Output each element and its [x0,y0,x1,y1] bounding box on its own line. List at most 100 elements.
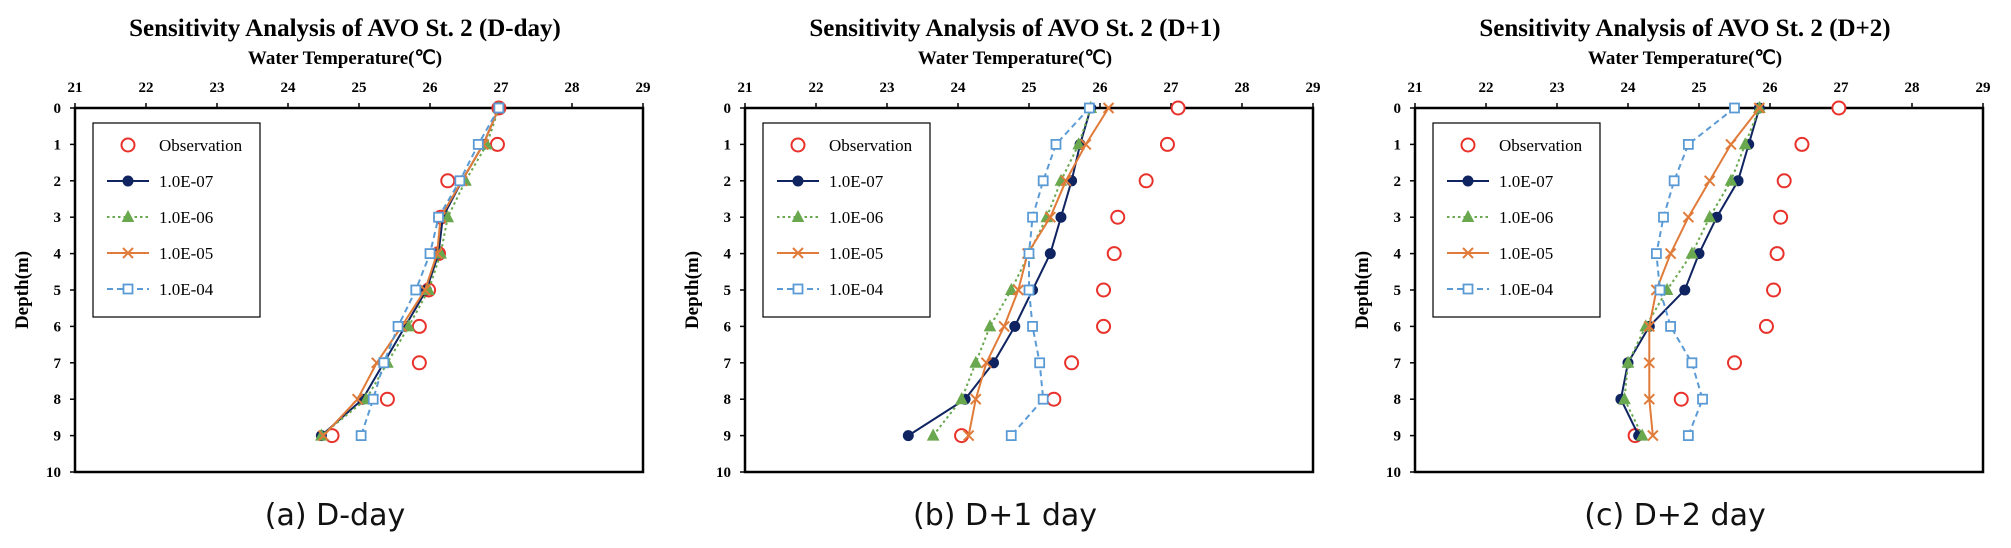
panel-caption: (c) D+2 day [1584,498,1766,533]
chart-title: Sensitivity Analysis of AVO St. 2 (D+1) [809,15,1220,42]
legend-label: 1.0E-05 [829,244,883,263]
data-point [1044,211,1057,223]
x-tick-label: 22 [809,80,824,96]
x-axis-label: Water Temperature(℃) [248,48,442,69]
series-line [967,107,1110,436]
series-line [1619,107,1761,437]
data-point [1064,355,1080,371]
legend-marker [122,175,134,187]
x-tick-label: 26 [1093,80,1109,96]
series-line [1655,107,1736,436]
chart-title: Sensitivity Analysis of AVO St. 2 (D-day… [129,15,561,42]
y-axis-label: Depth(m) [1352,251,1373,329]
data-point [1643,357,1656,369]
x-tick-label: 21 [738,80,753,96]
x-tick-label: 27 [1164,80,1180,96]
legend-marker [121,209,135,222]
legend-label: 1.0E-05 [1499,244,1553,263]
x-tick-label: 28 [565,80,580,96]
data-point [378,357,390,369]
x-tick-label: 21 [68,80,83,96]
legend-item: Observation [1460,136,1583,155]
data-point [926,428,940,441]
y-tick-label: 4 [724,247,732,263]
legend-item: Observation [790,136,913,155]
data-point [424,248,436,260]
x-tick-label: 24 [281,80,297,96]
series-Observation [954,100,1186,444]
legend-item: 1.0E-06 [1447,208,1553,227]
y-tick-label: 0 [1394,101,1402,117]
data-point [493,102,505,114]
x-tick-label: 25 [1692,80,1707,96]
y-tick-label: 7 [1394,356,1402,372]
data-point [1037,393,1049,405]
x-tick-label: 27 [494,80,510,96]
data-point [351,393,364,405]
x-tick-label: 27 [1834,80,1850,96]
data-point [1106,246,1122,262]
x-tick-label: 25 [1022,80,1037,96]
data-point [1110,209,1126,225]
x-tick-label: 29 [636,80,651,96]
data-point [970,393,982,405]
legend-marker [792,283,804,295]
data-point [1096,318,1112,334]
y-tick-label: 6 [724,319,732,335]
y-tick-label: 1 [724,137,732,153]
data-point [1044,248,1056,260]
y-tick-label: 3 [724,210,732,226]
data-point [1682,138,1694,150]
data-point [1102,102,1115,114]
data-point [1046,391,1062,407]
legend-item: Observation [120,136,243,155]
legend-item: 1.0E-07 [1447,172,1554,191]
y-tick-label: 4 [1394,247,1402,263]
data-point [1080,138,1092,151]
legend-label: 1.0E-07 [1499,172,1554,191]
legend-marker [792,247,804,259]
data-point [1004,282,1018,295]
y-tick-label: 3 [1394,210,1402,226]
data-point [1697,393,1708,405]
legend-label: Observation [1499,136,1583,155]
data-point [1027,211,1038,223]
legend-label: 1.0E-04 [829,280,884,299]
legend-label: 1.0E-06 [829,208,883,227]
y-tick-label: 8 [724,392,732,408]
data-point [454,175,466,187]
data-point [998,320,1010,333]
x-tick-label: 29 [1976,80,1991,96]
data-point [1170,100,1186,116]
legend-marker [792,175,804,187]
legend-label: 1.0E-06 [1499,208,1553,227]
data-point [410,284,422,296]
data-point [1703,175,1716,187]
series-1.0E-06 [926,100,1098,441]
legend-label: 1.0E-07 [159,172,214,191]
data-point [441,210,455,223]
data-point [955,392,968,405]
data-point [1083,102,1095,114]
data-point [1664,247,1677,260]
legend-marker [790,137,806,153]
x-tick-label: 23 [880,80,895,96]
data-point [411,355,427,371]
series-line [322,107,500,437]
data-point [1096,282,1112,298]
data-point [1682,430,1694,442]
legend-item: 1.0E-06 [777,208,883,227]
data-point [1012,284,1025,296]
y-tick-label: 8 [54,392,62,408]
legend-item: 1.0E-04 [777,280,884,299]
data-point [1618,392,1631,405]
data-point [317,429,330,442]
data-point [1724,173,1738,186]
y-axis-label: Depth(m) [682,251,703,329]
legend: Observation 1.0E-07 1.0E-06 1.0E-05 1.0E-04 [762,122,931,318]
legend-box [762,122,931,318]
data-point [1794,136,1810,152]
chart-svg: Sensitivity Analysis of AVO St. 2 (D+2) W… [1352,15,1991,481]
x-tick-label: 24 [951,80,967,96]
series-1.0E-04 [1650,102,1740,442]
